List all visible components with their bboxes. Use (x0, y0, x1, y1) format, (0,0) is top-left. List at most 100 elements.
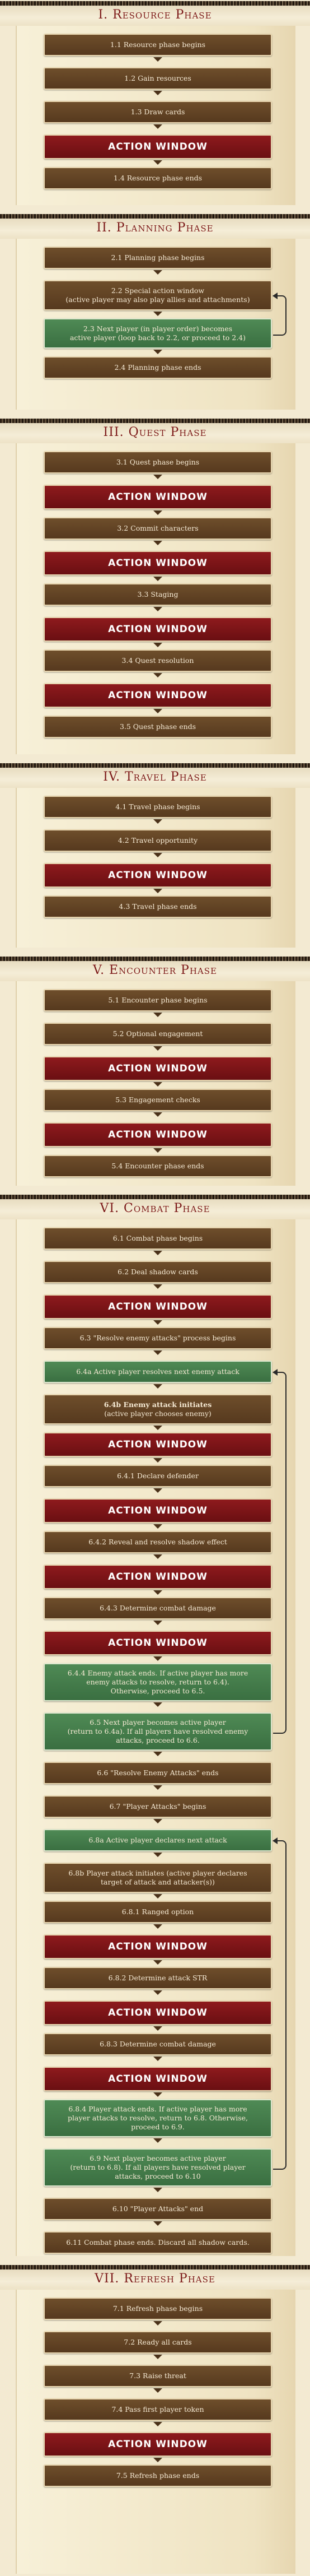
step-label: 6.9 Next player becomes active player (r… (70, 2154, 246, 2180)
flow-arrow (153, 91, 162, 95)
flow-arrow (153, 1112, 162, 1117)
flow-arrow (153, 270, 162, 275)
step-label: 6.4.2 Reveal and resolve shadow effect (88, 1538, 227, 1546)
step-label: 2.1 Planning phase begins (111, 253, 205, 262)
flow-arrow (153, 889, 162, 893)
step-label: 1.4 Resource phase ends (113, 174, 203, 182)
phase-step: 4.2 Travel opportunity (44, 829, 272, 852)
phase-step: 6.8.2 Determine attack STR (44, 1967, 272, 1989)
step-label: 6.8.4 Player attack ends. If active play… (68, 2105, 248, 2131)
action-window: ACTION WINDOW (44, 617, 272, 642)
phase-step: 5.3 Engagement checks (44, 1089, 272, 1111)
step-label: 5.1 Encounter phase begins (108, 996, 208, 1004)
flow-arrow (153, 819, 162, 824)
phase-step: 5.4 Encounter phase ends (44, 1155, 272, 1177)
phase-step: 6.8.1 Ranged option (44, 1901, 272, 1923)
action-window: ACTION WINDOW (44, 134, 272, 159)
step-label: 6.2 Deal shadow cards (118, 1268, 198, 1276)
flow-arrow (153, 1590, 162, 1595)
phase-step: 6.10 "Player Attacks" end (44, 2198, 272, 2220)
flow-arrow (153, 1656, 162, 1661)
step-label: 7.1 Refresh phase begins (112, 2304, 203, 2313)
flow-arrow (153, 1458, 162, 1463)
step-label: 6.8.1 Ranged option (121, 1907, 194, 1916)
phase-step: 6.7 "Player Attacks" begins (44, 1795, 272, 1818)
phase-step: 5.1 Encounter phase begins (44, 989, 272, 1011)
loop-back-line (273, 1372, 286, 1734)
phase-divider (0, 763, 310, 768)
loop-step: 2.3 Next player (in player order) become… (44, 318, 272, 349)
step-label: 2.2 Special action window (active player… (65, 286, 250, 304)
action-window: ACTION WINDOW (44, 1056, 272, 1081)
phase-step: 3.2 Commit characters (44, 517, 272, 540)
loop-back-arrowhead (273, 1369, 278, 1376)
phase-step: 6.4.2 Reveal and resolve shadow effect (44, 1531, 272, 1553)
phase-header (0, 219, 310, 239)
flow-arrow (153, 2388, 162, 2393)
step-label: 3.4 Quest resolution (121, 656, 194, 665)
phase-title: II. Planning Phase (96, 221, 214, 235)
phase-header (0, 1199, 310, 1219)
loop-back-arrowhead (273, 1837, 278, 1844)
phase-step: 2.1 Planning phase begins (44, 247, 272, 269)
flow-arrow (153, 1702, 162, 1707)
step-label: 6.4b Enemy attack initiates (active play… (104, 1400, 212, 1418)
flow-arrow (153, 312, 162, 316)
phase-step: 7.4 Pass first player token (44, 2398, 272, 2421)
flow-arrow (153, 1853, 162, 1857)
action-window: ACTION WINDOW (44, 2067, 272, 2091)
loop-step: 6.8.4 Player attack ends. If active play… (44, 2099, 272, 2137)
phase-step: 1.1 Resource phase begins (44, 34, 272, 56)
phase-step: 4.3 Travel phase ends (44, 895, 272, 918)
step-label: 1.2 Gain resources (124, 74, 191, 82)
action-window: ACTION WINDOW (44, 1934, 272, 1959)
step-label: 3.5 Quest phase ends (119, 722, 196, 731)
step-label: 7.3 Raise threat (129, 2371, 186, 2380)
phase-step: 2.4 Planning phase ends (44, 356, 272, 379)
flow-arrow (153, 1350, 162, 1355)
action-window: ACTION WINDOW (44, 1294, 272, 1319)
flow-arrow (153, 643, 162, 647)
flow-arrow (153, 2422, 162, 2426)
step-label: ACTION WINDOW (108, 1439, 208, 1450)
step-label: 6.8.2 Determine attack STR (108, 1974, 208, 1982)
flow-arrow (153, 1320, 162, 1325)
step-label: 6.8a Active player declares next attack (88, 1836, 227, 1844)
phase-divider (0, 2265, 310, 2269)
phase-step: 1.3 Draw cards (44, 101, 272, 123)
step-label: ACTION WINDOW (108, 141, 208, 152)
phase-step: 6.8b Player attack initiates (active pla… (44, 1863, 272, 1893)
step-label: ACTION WINDOW (108, 624, 208, 635)
flow-arrow (153, 1819, 162, 1823)
phase-step: 6.8.3 Determine combat damage (44, 2033, 272, 2055)
action-window: ACTION WINDOW (44, 2001, 272, 2025)
step-label: ACTION WINDOW (108, 870, 208, 881)
step-label: 6.4.3 Determine combat damage (100, 1604, 216, 1612)
step-label: 3.1 Quest phase begins (116, 458, 200, 466)
step-label: 6.1 Combat phase begins (112, 1234, 203, 1242)
phase-divider (0, 214, 310, 219)
flow-arrow (153, 2221, 162, 2226)
phase-divider (0, 419, 310, 423)
phase-title: VII. Refresh Phase (95, 2272, 215, 2286)
step-label: 6.6 "Resolve Enemy Attacks" ends (97, 1769, 219, 1777)
phase-step: 7.1 Refresh phase begins (44, 2297, 272, 2320)
loop-step: 6.4.4 Enemy attack ends. If active playe… (44, 1663, 272, 1701)
phase-header (0, 2269, 310, 2290)
flow-arrow (153, 1752, 162, 1756)
step-label: 4.3 Travel phase ends (119, 902, 197, 911)
flow-arrow (153, 853, 162, 857)
action-window: ACTION WINDOW (44, 551, 272, 575)
step-label: ACTION WINDOW (108, 2439, 208, 2450)
step-label: 4.2 Travel opportunity (118, 836, 198, 844)
flow-arrow (153, 1785, 162, 1790)
flow-arrow (153, 1384, 162, 1389)
phase-header (0, 423, 310, 443)
flow-arrow (153, 1046, 162, 1051)
flow-arrow (153, 1082, 162, 1087)
flow-arrow (153, 1554, 162, 1559)
flow-arrow (153, 160, 162, 165)
step-label: ACTION WINDOW (108, 1571, 208, 1582)
phase-step: 6.4b Enemy attack initiates (active play… (44, 1394, 272, 1424)
action-window: ACTION WINDOW (44, 1122, 272, 1147)
